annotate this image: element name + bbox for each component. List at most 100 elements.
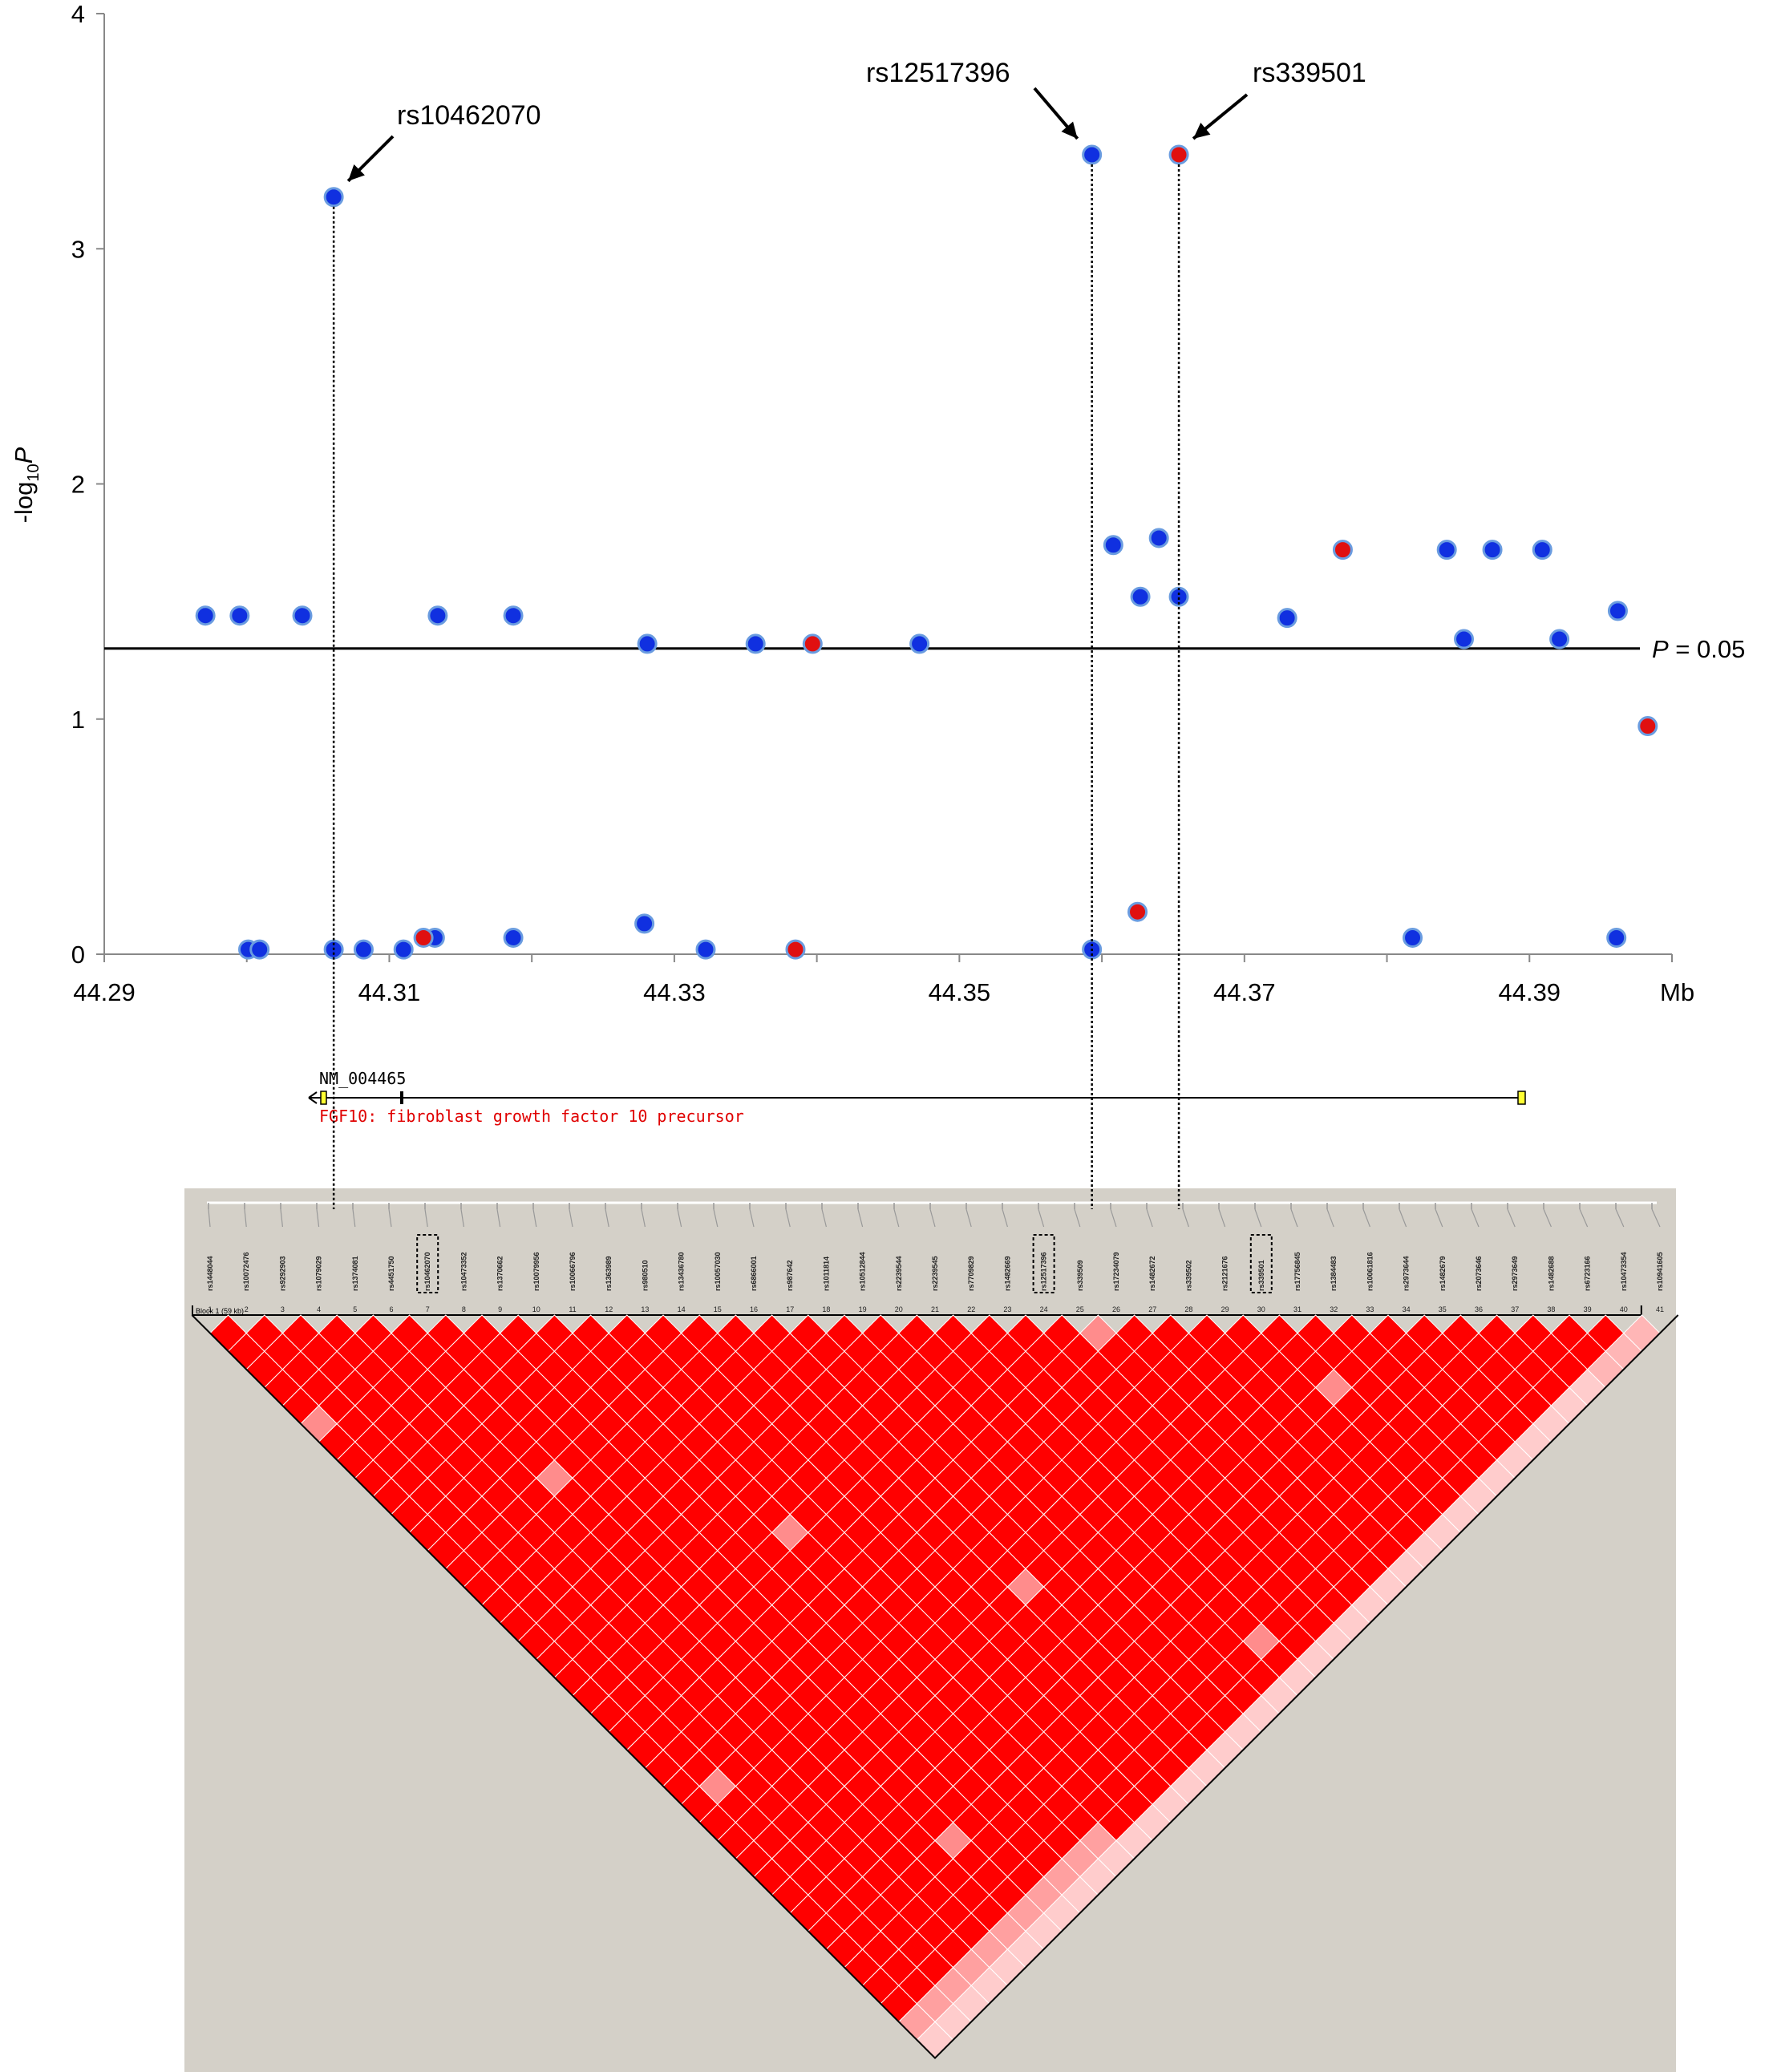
y-tick-label: 0: [71, 941, 85, 969]
ld-connector: [929, 1208, 936, 1228]
ld-connector: [569, 1208, 573, 1228]
ld-connector: [316, 1208, 320, 1228]
ld-snp-name: rs17756845: [1293, 1252, 1301, 1291]
snp-point: [249, 939, 270, 960]
ld-connector: [1146, 1208, 1153, 1228]
snp-point: [503, 927, 524, 948]
ld-connector: [1002, 1208, 1008, 1228]
ld-snp-name: rs1011814: [822, 1257, 830, 1291]
ld-snp-name: rs987642: [786, 1260, 794, 1291]
snp-point: [413, 927, 434, 948]
snp-point: [1637, 716, 1658, 737]
ld-snp-name: rs10473354: [1620, 1252, 1628, 1291]
y-axis-label: -log10P: [10, 447, 43, 523]
ld-snp-name: rs10512844: [859, 1252, 867, 1291]
ld-snp-number: 22: [967, 1305, 975, 1313]
x-tick-label: 44.35: [929, 978, 991, 1006]
ld-snp-number: 36: [1475, 1305, 1483, 1313]
ld-snp-name: rs10072476: [242, 1252, 250, 1291]
snp-point: [1549, 629, 1570, 650]
snp-point: [695, 939, 716, 960]
ld-connector: [749, 1208, 755, 1228]
gene-exon: [320, 1091, 327, 1105]
ld-snp-number: 17: [786, 1305, 794, 1313]
ld-snp-name: rs2239545: [931, 1256, 939, 1291]
ld-snp-number: 10: [532, 1305, 540, 1313]
x-tick-label: 44.39: [1498, 978, 1561, 1006]
ld-snp-name: rs339501: [1257, 1260, 1265, 1291]
ld-snp-number: 35: [1439, 1305, 1447, 1313]
ld-snp-number: 26: [1112, 1305, 1120, 1313]
ld-block-label: Block 1 (59 kb): [196, 1307, 244, 1315]
ld-snp-name: rs17234079: [1112, 1252, 1120, 1291]
ld-snp-number: 6: [389, 1305, 393, 1313]
snp-point: [1130, 586, 1151, 607]
snp-point: [637, 633, 658, 654]
annotation-arrow-head: [1061, 121, 1078, 139]
annotation-arrow-head: [1193, 122, 1211, 139]
ld-snp-name: rs1482679: [1439, 1256, 1447, 1291]
association-scatter-plot: 0 1 2 3 4 44.29 44.31 44.33 44.35 44.37 44.39 Mb -lo…: [10, 0, 1745, 1006]
ld-snp-name: rs4451750: [387, 1256, 395, 1291]
ld-snp-number: 4: [317, 1305, 321, 1313]
ld-snp-number: 2: [245, 1305, 249, 1313]
ld-snp-name: rs1482688: [1547, 1256, 1555, 1291]
ld-snp-name: rs9292903: [278, 1256, 286, 1291]
snp-point: [1127, 901, 1148, 922]
ld-snp-name: rs339509: [1076, 1260, 1084, 1291]
ld-snp-name: rs339502: [1184, 1260, 1192, 1291]
ld-connector: [280, 1208, 283, 1228]
ld-snp-number: 15: [714, 1305, 722, 1313]
threshold-label: P = 0.05: [1652, 635, 1745, 663]
ld-connector: [1507, 1208, 1516, 1228]
ld-snp-name: rs12517396: [1040, 1252, 1048, 1291]
ld-snp-name: rs1374081: [351, 1256, 359, 1291]
ld-connector: [1182, 1208, 1189, 1228]
ld-snp-name: rs10057030: [714, 1252, 722, 1291]
ld-snp-number: 18: [822, 1305, 830, 1313]
snp-point: [195, 605, 216, 626]
ld-snp-number: 24: [1040, 1305, 1048, 1313]
ld-snp-name: rs2073646: [1475, 1256, 1483, 1291]
ld-connector: [1543, 1208, 1552, 1228]
ld-snp-name: rs2973644: [1403, 1256, 1411, 1291]
ld-snp-number: 37: [1511, 1305, 1519, 1313]
snp-point: [1103, 535, 1123, 556]
gene-transcript-label: NM_004465: [319, 1069, 406, 1088]
ld-connector: [965, 1208, 972, 1228]
ld-snp-number: 20: [895, 1305, 903, 1313]
x-tick-label: 44.31: [358, 978, 421, 1006]
ld-snp-name: rs10079956: [532, 1252, 540, 1291]
snp-annotation-label: rs12517396: [866, 58, 1010, 88]
ld-snp-number: 14: [678, 1305, 686, 1313]
snp-point: [1454, 629, 1475, 650]
ld-connector: [1362, 1208, 1370, 1228]
snp-point: [909, 633, 930, 654]
ld-connector: [1435, 1208, 1443, 1228]
snp-point: [292, 605, 313, 626]
snp-point: [1082, 144, 1103, 165]
ld-snp-name: rs6723166: [1584, 1256, 1592, 1291]
ld-connector: [821, 1208, 827, 1228]
ld-snp-number: 5: [353, 1305, 357, 1313]
y-tick-label: 3: [71, 235, 85, 263]
ld-connector: [244, 1208, 247, 1228]
ld-snp-name: rs1384483: [1330, 1256, 1338, 1291]
snp-point: [353, 939, 374, 960]
ld-connector: [1651, 1208, 1661, 1228]
ld-snp-number: 23: [1003, 1305, 1011, 1313]
ld-snp-name: rs2973649: [1511, 1256, 1519, 1291]
y-tick-label: 1: [71, 706, 85, 734]
ld-snp-name: rs1079029: [315, 1256, 323, 1291]
ld-snp-number: 39: [1584, 1305, 1592, 1313]
snp-point: [393, 939, 414, 960]
snp-point: [1332, 540, 1353, 560]
ld-connector: [208, 1208, 211, 1228]
ld-connector: [677, 1208, 682, 1228]
annotation-arrow-head: [348, 164, 365, 181]
ld-connector: [1399, 1208, 1407, 1228]
x-tick-label: 44.33: [643, 978, 706, 1006]
snp-point: [785, 939, 806, 960]
snp-point: [1436, 540, 1457, 560]
ld-snp-number: 19: [859, 1305, 867, 1313]
